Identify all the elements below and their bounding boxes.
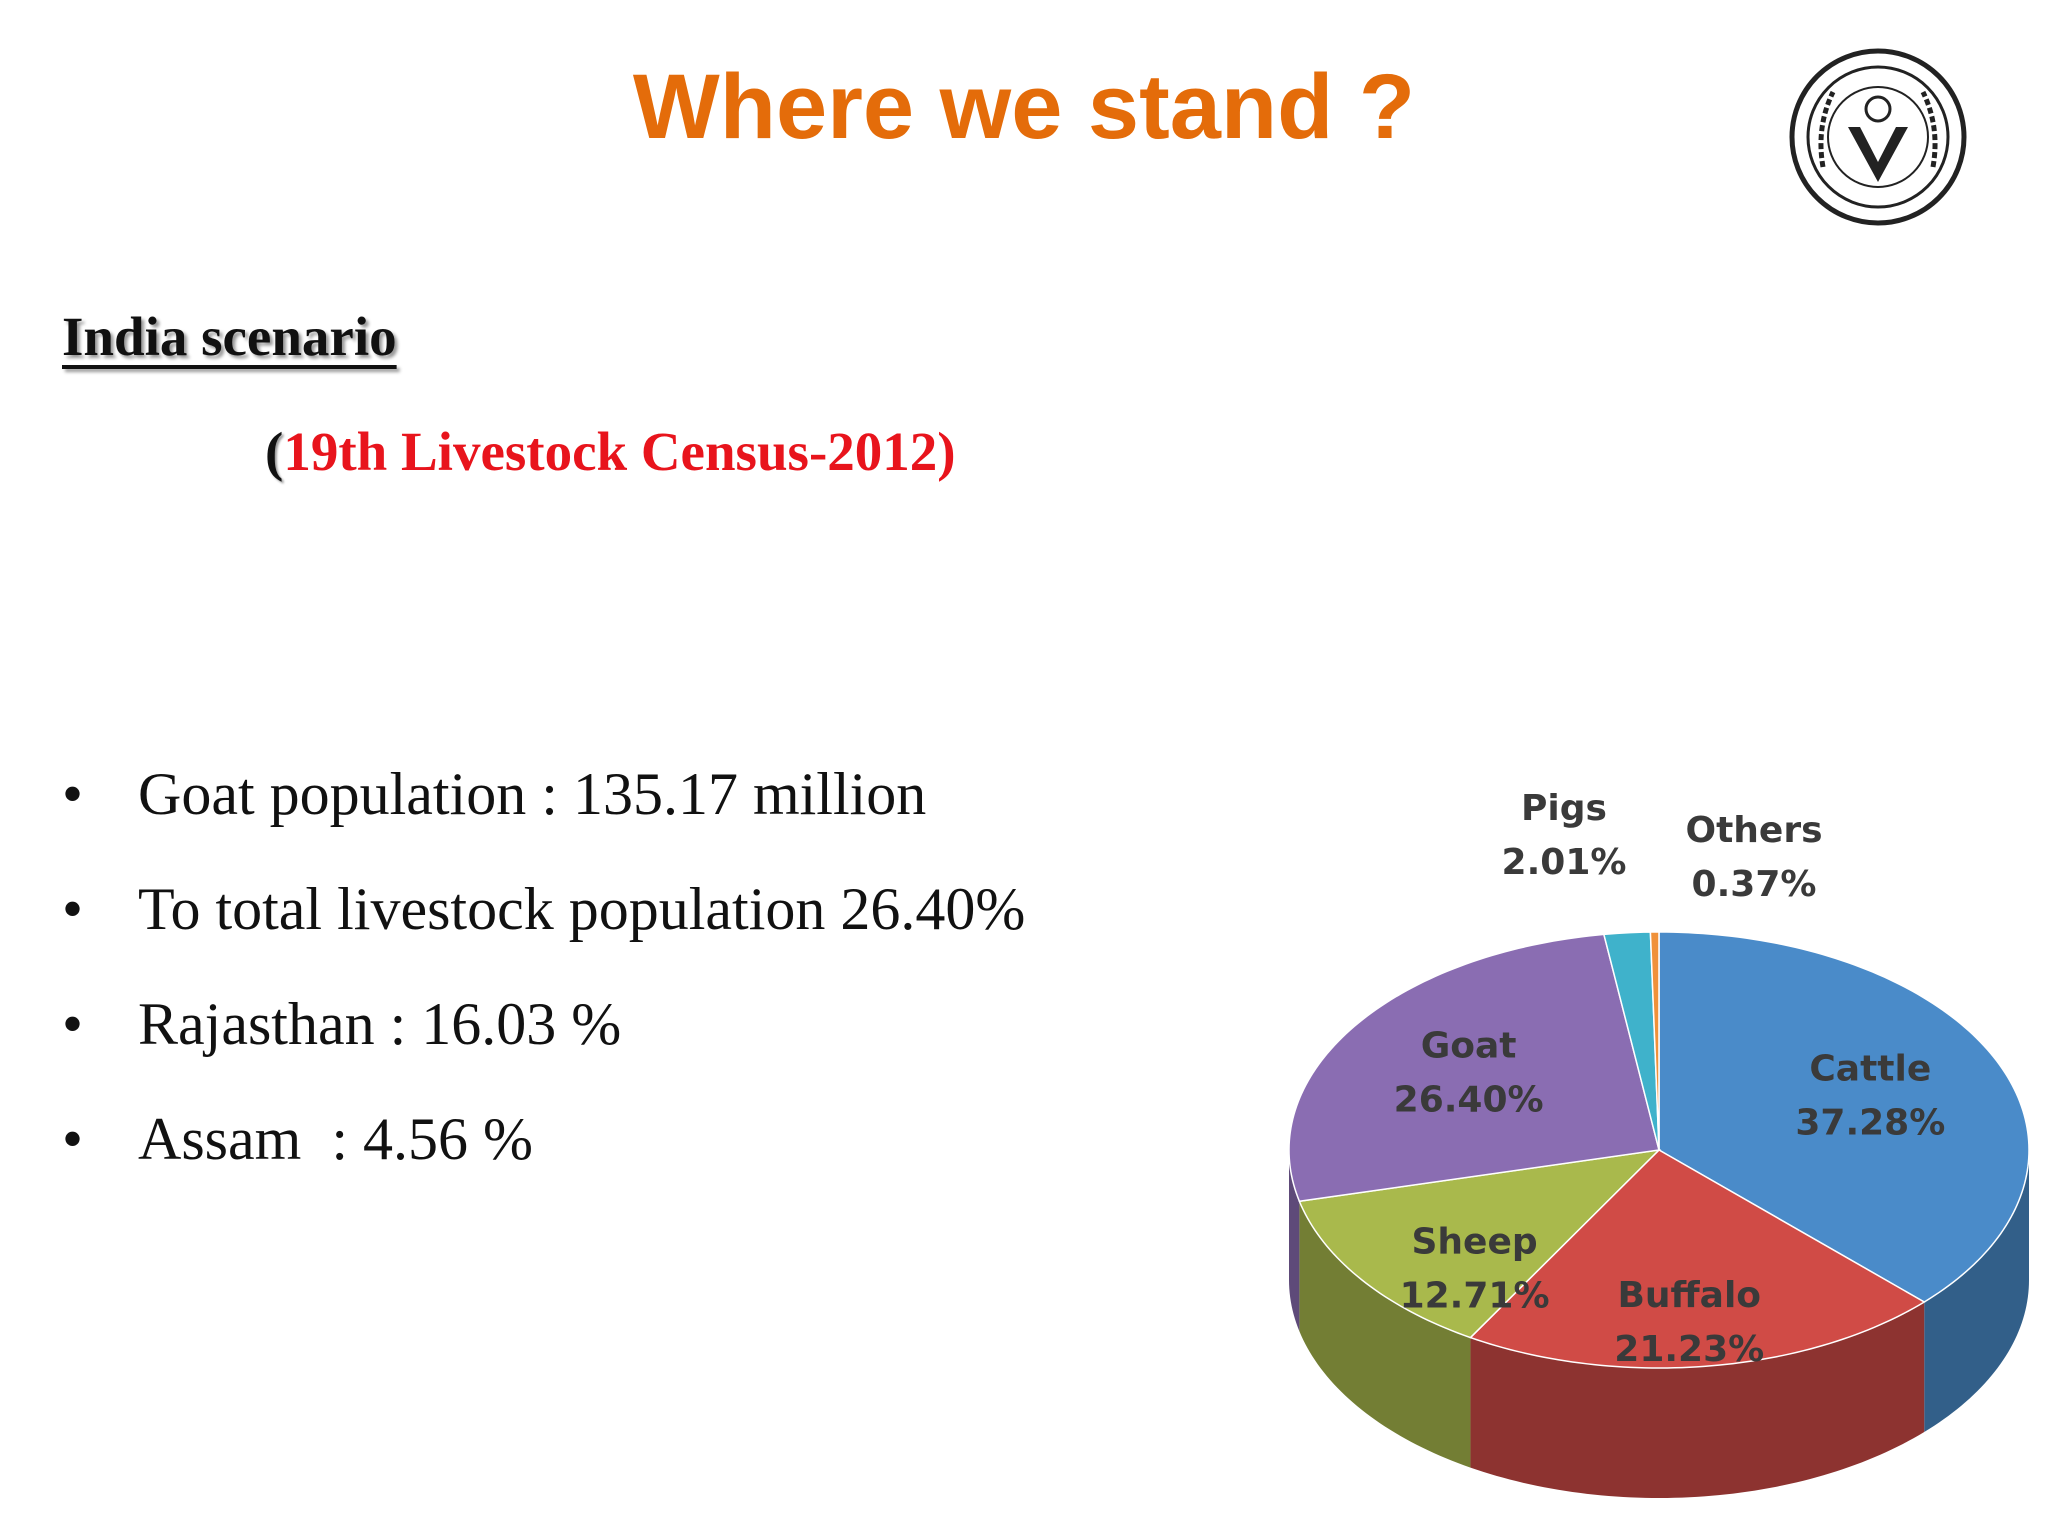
- bullet: • To total livestock population 26.40%: [62, 875, 1025, 944]
- subtitle-paren: (: [265, 421, 284, 482]
- slice-side: [1924, 1150, 2029, 1433]
- slice-label: Buffalo: [1617, 1275, 1761, 1316]
- bullet-dot: •: [62, 876, 84, 942]
- pie-slice: [1288, 933, 1660, 1203]
- slice-value-label: 12.71%: [1400, 1275, 1550, 1316]
- bullet-dot: •: [62, 761, 84, 827]
- pie-slice: [1298, 1148, 1662, 1339]
- slice-value-label: 2.01%: [1502, 842, 1627, 883]
- subtitle: (19th Livestock Census-2012): [265, 420, 956, 483]
- slice-label: Sheep: [1411, 1221, 1537, 1262]
- slice-value-label: 26.40%: [1394, 1080, 1544, 1121]
- pie-slice: [1602, 931, 1660, 1151]
- bullet: • Rajasthan : 16.03 %: [62, 990, 621, 1059]
- pie-slice: [1649, 931, 1660, 1151]
- bullet-dot: •: [62, 1106, 84, 1172]
- subtitle-text: 19th Livestock Census-2012): [283, 421, 956, 482]
- bullet: • Goat population : 135.17 million: [62, 760, 926, 829]
- pie-top: [1288, 931, 2030, 1369]
- bullet-text: Assam : 4.56 %: [138, 1106, 533, 1172]
- bullet: • Assam : 4.56 %: [62, 1105, 533, 1174]
- pie-sides: [1289, 1150, 2029, 1498]
- bullet-text: Rajasthan : 16.03 %: [138, 991, 622, 1057]
- pie-slice: [1469, 1149, 1926, 1369]
- slice-value-label: 37.28%: [1795, 1102, 1945, 1143]
- bullet-dot: •: [62, 991, 84, 1057]
- slice-value-label: 21.23%: [1614, 1329, 1764, 1370]
- slide-title: Where we stand ?: [632, 56, 1416, 158]
- bullet-text: Goat population : 135.17 million: [138, 761, 927, 827]
- slice-label: Pigs: [1521, 788, 1607, 829]
- slice-side: [1299, 1201, 1471, 1468]
- logo: [1789, 48, 1967, 226]
- slice-side: [1470, 1302, 1925, 1498]
- bullet-text: To total livestock population 26.40%: [138, 876, 1026, 942]
- heading: India scenario: [62, 306, 397, 367]
- slice-label: Cattle: [1809, 1048, 1931, 1089]
- slice-value-label: 0.37%: [1692, 864, 1817, 905]
- slice-label: Goat: [1421, 1026, 1517, 1067]
- slice-label: Others: [1685, 810, 1822, 851]
- pie-slice: [1658, 931, 2030, 1303]
